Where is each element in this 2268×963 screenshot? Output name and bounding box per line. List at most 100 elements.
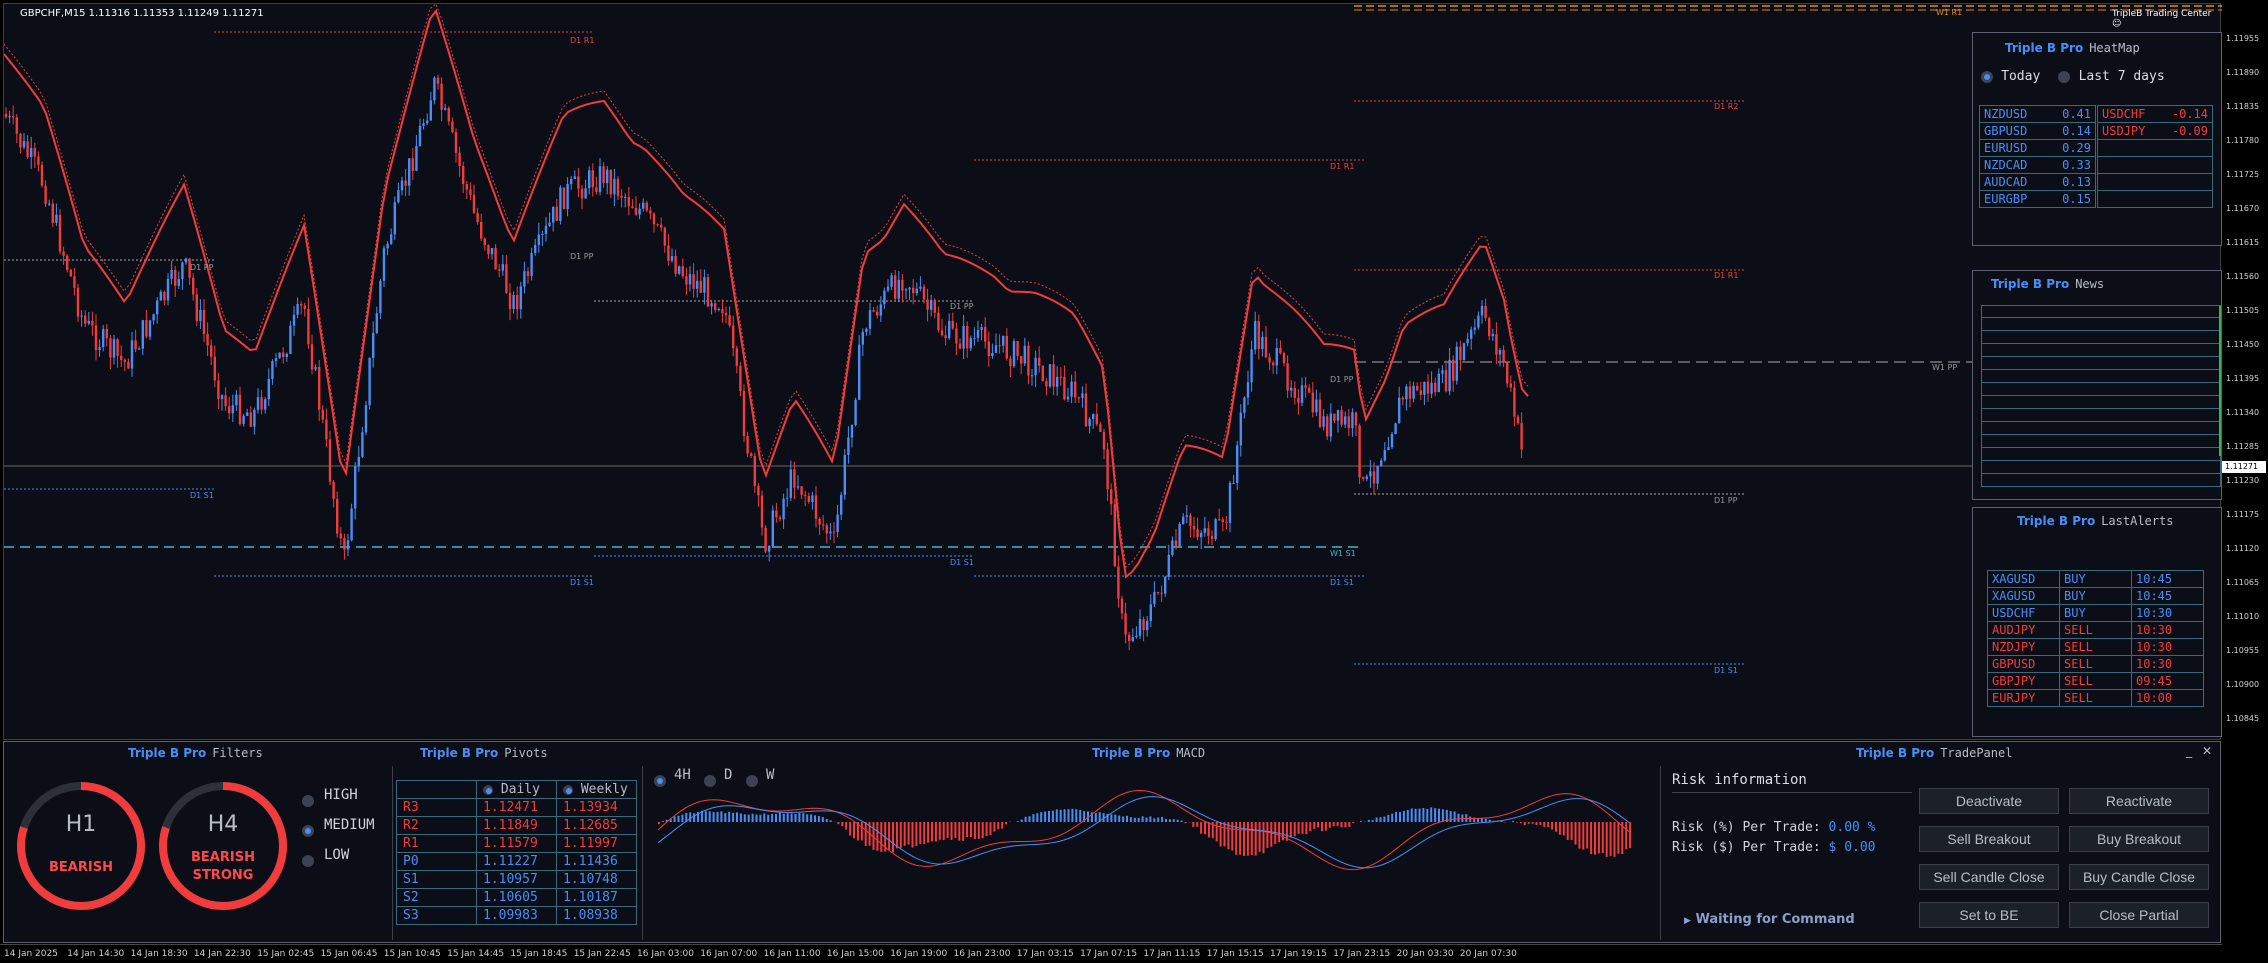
price-chart[interactable]: GBPCHF,M15 1.11316 1.11353 1.11249 1.112…: [3, 3, 2222, 740]
candle-body: [220, 395, 224, 400]
pivots-col-weekly[interactable]: Weekly: [556, 780, 637, 799]
candle-body: [285, 353, 288, 358]
set-to-be-button[interactable]: Set to BE: [1919, 902, 2059, 928]
candle-body: [861, 331, 864, 345]
close-icon[interactable]: ✕: [2201, 744, 2212, 758]
close-partial-button[interactable]: Close Partial: [2069, 902, 2209, 928]
price-tick: 1.11175: [2226, 510, 2260, 519]
candle-body: [433, 77, 436, 101]
candle-body: [1095, 414, 1098, 425]
candle-body: [318, 366, 321, 410]
news-row[interactable]: [1981, 383, 2221, 396]
alert-row[interactable]: XAGUSD BUY 10:45: [1987, 570, 2204, 588]
news-scrollbar[interactable]: [2219, 306, 2221, 456]
macd-histogram-bar: [1621, 822, 1624, 855]
alert-row[interactable]: XAGUSD BUY 10:45: [1987, 587, 2204, 605]
macd-tf-4h[interactable]: [654, 770, 666, 789]
news-row[interactable]: [1981, 370, 2221, 383]
candle-body: [1128, 634, 1131, 641]
macd-tf-w[interactable]: [746, 770, 758, 789]
alert-row[interactable]: GBPJPY SELL 09:45: [1987, 672, 2204, 690]
radio-w[interactable]: [746, 774, 758, 787]
heatmap-row[interactable]: AUDCAD 0.13: [1979, 173, 2096, 191]
alert-row[interactable]: GBPUSD SELL 10:30: [1987, 655, 2204, 673]
price-axis[interactable]: 1.11955 1.11890 1.11835 1.11780 1.11725 1.116…: [2222, 0, 2268, 740]
heatmap-row[interactable]: [2097, 173, 2213, 191]
news-row[interactable]: [1981, 305, 2221, 318]
filter-high-option[interactable]: [302, 790, 314, 809]
filter-low-option[interactable]: [302, 850, 314, 869]
minimize-icon[interactable]: _: [2186, 744, 2193, 758]
candle-body: [908, 287, 911, 290]
candle-body: [1311, 392, 1314, 413]
news-row[interactable]: [1981, 344, 2221, 357]
heatmap-row[interactable]: GBPUSD 0.14: [1979, 122, 2096, 140]
radio-medium[interactable]: [302, 824, 314, 837]
alert-row[interactable]: USDCHF BUY 10:30: [1987, 604, 2204, 622]
candle-body: [501, 264, 504, 271]
sell-candle-close-button[interactable]: Sell Candle Close: [1919, 864, 2059, 890]
heatmap-row[interactable]: NZDUSD 0.41: [1979, 105, 2096, 123]
radio-weekly[interactable]: [563, 784, 573, 795]
pivot-daily: 1.11227: [476, 852, 557, 871]
news-row[interactable]: [1981, 357, 2221, 370]
heatmap-empty-cell: [2097, 156, 2213, 174]
heatmap-row[interactable]: [2097, 139, 2213, 157]
macd-histogram-bar: [895, 822, 898, 849]
pivot-label: R3: [396, 798, 477, 817]
current-price-marker: 1.11271: [2222, 461, 2266, 473]
buy-breakout-button[interactable]: Buy Breakout: [2069, 826, 2209, 852]
alerts-table: XAGUSD BUY 10:45 XAGUSD BUY 10:45 USDCHF BUY 10:…: [1987, 570, 2204, 707]
candle-body: [1099, 424, 1102, 432]
radio-high[interactable]: [302, 794, 314, 807]
heatmap-row[interactable]: [2097, 190, 2213, 208]
price-tick: 1.11670: [2226, 204, 2260, 213]
reactivate-button[interactable]: Reactivate: [2069, 788, 2209, 814]
news-row[interactable]: [1981, 422, 2221, 435]
candle-body: [714, 303, 717, 310]
macd-histogram-bar: [1219, 822, 1222, 847]
heatmap-row[interactable]: [2097, 156, 2213, 174]
news-row[interactable]: [1981, 448, 2221, 461]
pivots-col-daily[interactable]: Daily: [476, 780, 557, 799]
radio-last-7-days[interactable]: [2058, 70, 2071, 83]
candle-body: [393, 202, 396, 235]
level-label-d1-s1: D1 S1: [190, 491, 214, 500]
heatmap-row[interactable]: NZDCAD 0.33: [1979, 156, 2096, 174]
macd-tf-w-label: W: [766, 767, 775, 783]
macd-histogram-bar: [669, 818, 672, 822]
pivot-label: S3: [396, 906, 477, 925]
buy-candle-close-button[interactable]: Buy Candle Close: [2069, 864, 2209, 890]
alert-row[interactable]: EURJPY SELL 10:00: [1987, 689, 2204, 707]
news-row[interactable]: [1981, 331, 2221, 344]
radio-low[interactable]: [302, 854, 314, 867]
macd-histogram-bar: [724, 813, 727, 822]
filter-medium-option[interactable]: [302, 820, 314, 839]
news-row[interactable]: [1981, 396, 2221, 409]
sell-breakout-button[interactable]: Sell Breakout: [1919, 826, 2059, 852]
time-axis[interactable]: 14 Jan 2025 14 Jan 14:30 14 Jan 18:30 14 Ja…: [0, 944, 2222, 963]
radio-daily[interactable]: [483, 784, 493, 795]
macd-histogram-bar: [689, 812, 692, 822]
alert-row[interactable]: AUDJPY SELL 10:30: [1987, 621, 2204, 639]
alert-row[interactable]: NZDJPY SELL 10:30: [1987, 638, 2204, 656]
heatmap-row[interactable]: USDCHF -0.14: [2097, 105, 2213, 123]
heatmap-row[interactable]: EURGBP 0.15: [1979, 190, 2096, 208]
deactivate-button[interactable]: Deactivate: [1919, 788, 2059, 814]
news-row[interactable]: [1981, 318, 2221, 331]
heatmap-row[interactable]: EURUSD 0.29: [1979, 139, 2096, 157]
heatmap-pair: EURUSD 0.29: [1979, 139, 2096, 157]
news-row[interactable]: [1981, 461, 2221, 474]
radio-d[interactable]: [704, 774, 716, 787]
macd-tf-d-label: D: [724, 767, 733, 783]
news-row[interactable]: [1981, 435, 2221, 448]
radio-4h[interactable]: [654, 774, 666, 787]
macd-histogram-bar: [977, 822, 980, 839]
news-row[interactable]: [1981, 409, 2221, 422]
news-row[interactable]: [1981, 474, 2221, 487]
macd-tf-d[interactable]: [704, 770, 716, 789]
heatmap-row[interactable]: USDJPY -0.09: [2097, 122, 2213, 140]
candle-body: [1106, 449, 1109, 490]
h1-gauge-fill: [17, 782, 145, 910]
radio-today[interactable]: [1981, 70, 1993, 83]
